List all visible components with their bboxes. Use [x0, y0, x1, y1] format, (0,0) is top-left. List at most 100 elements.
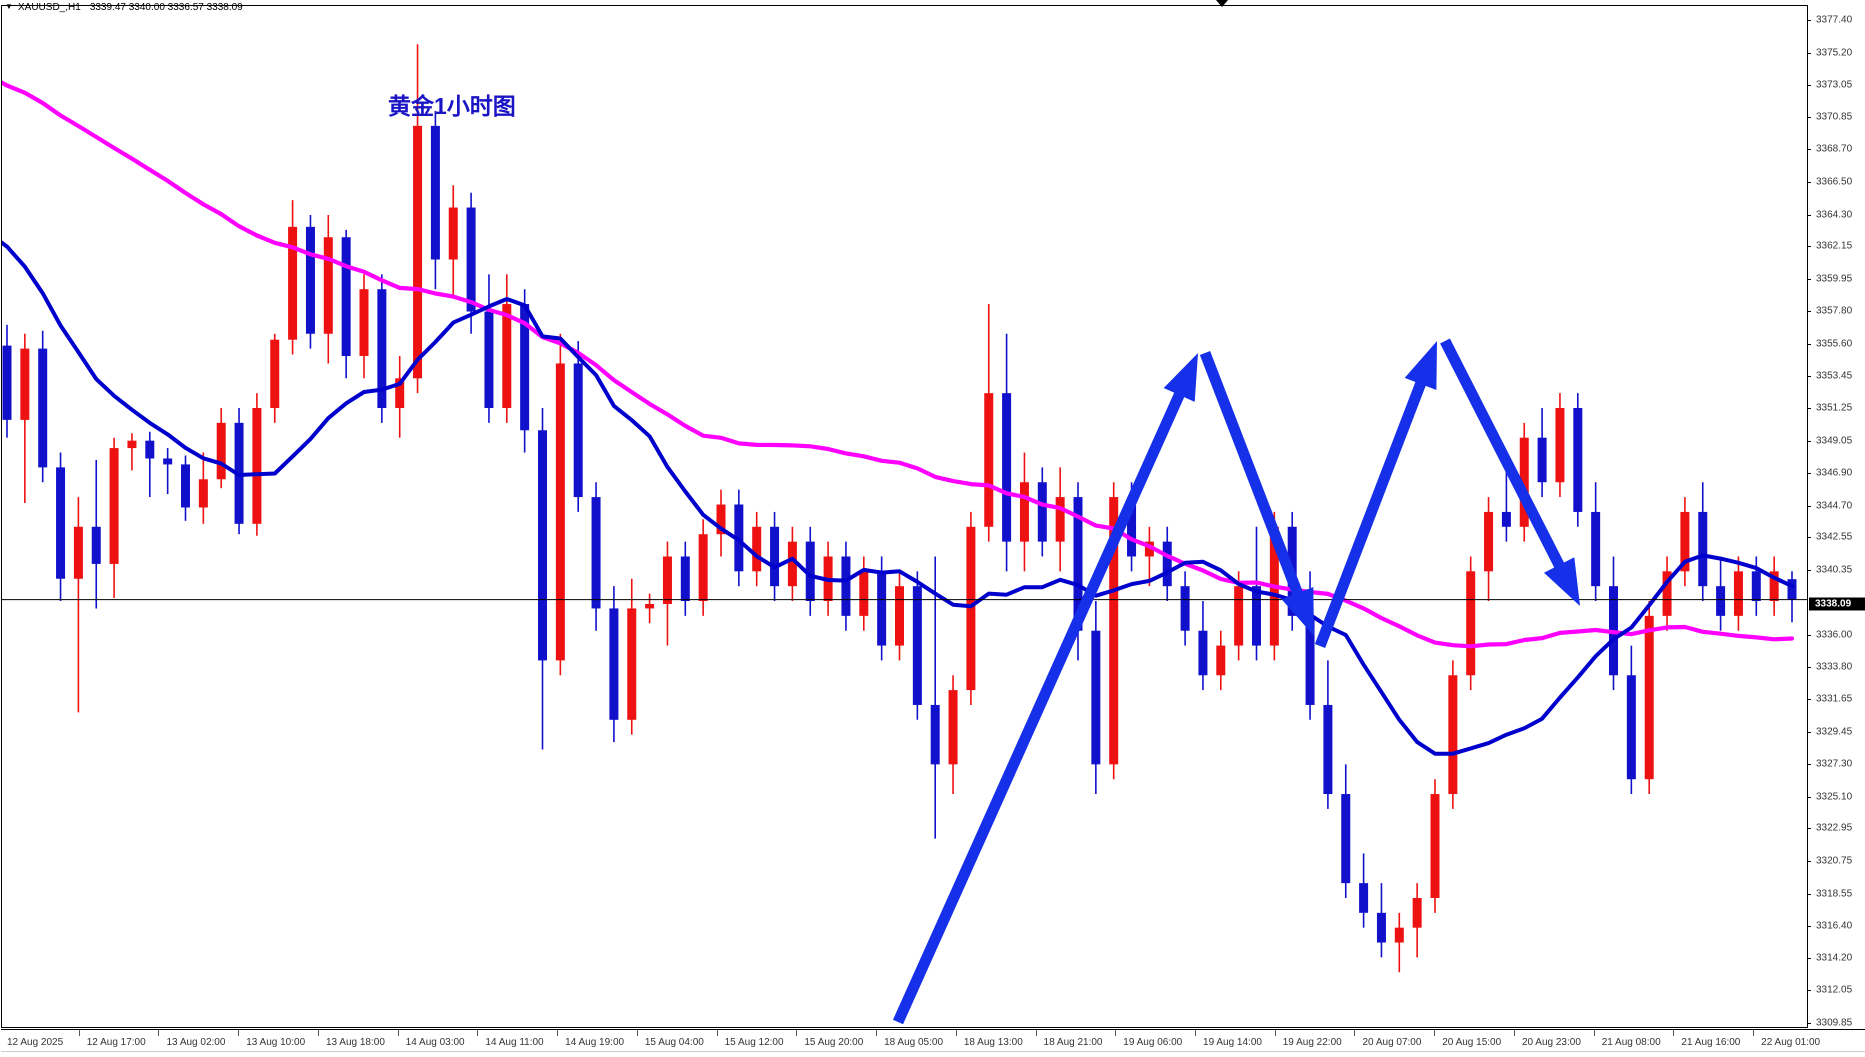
candle-body	[1555, 407, 1565, 483]
symbol-label: XAUUSD_,H1	[18, 1, 81, 13]
price-scale-axis[interactable]: 3377.40 3375.20 3373.05 3370.85 3368.70 3366.…	[1807, 5, 1865, 1029]
price-tick-label: 3346.90	[1816, 467, 1853, 479]
chart-annotation-text: 黄金1小时图	[388, 93, 516, 119]
projection-arrow-up-2-head	[1404, 341, 1437, 390]
candle-body	[109, 448, 119, 564]
time-tick-label: 12 Aug 17:00	[86, 1037, 146, 1048]
candle-body	[359, 289, 369, 357]
candle-body	[1305, 615, 1315, 705]
price-tick-label: 3349.05	[1816, 435, 1853, 447]
price-tick-label: 3320.75	[1816, 855, 1853, 867]
candle-body	[1537, 437, 1547, 483]
price-tick-label: 3309.85	[1816, 1017, 1853, 1029]
candle-body	[538, 430, 547, 661]
candle-body	[341, 237, 351, 357]
ohlc-values: 3339.47 3340.00 3336.57 3338.09	[89, 1, 243, 13]
price-tick-label: 3366.50	[1816, 176, 1853, 188]
time-tick-label: 19 Aug 06:00	[1123, 1037, 1183, 1048]
price-tick-label: 3340.35	[1816, 564, 1853, 576]
time-tick-label: 13 Aug 18:00	[325, 1037, 385, 1048]
price-tick	[1808, 925, 1811, 927]
time-tick-label: 18 Aug 21:00	[1043, 1037, 1103, 1048]
price-tick	[1808, 990, 1811, 992]
time-tick-label: 21 Aug 16:00	[1681, 1037, 1741, 1048]
price-tick	[1808, 343, 1811, 345]
price-tick-label: 3336.00	[1816, 629, 1853, 641]
price-tick-label: 3362.15	[1816, 240, 1853, 252]
time-tick-separator	[636, 1030, 638, 1036]
slow-ma-line	[2, 80, 1795, 649]
projection-arrows-group	[892, 338, 1580, 1025]
candle-body	[1376, 912, 1386, 943]
price-plot-area[interactable]	[1, 5, 1807, 1028]
time-tick-separator	[78, 1030, 80, 1036]
candle-body	[787, 541, 797, 587]
price-tick-label: 3351.25	[1816, 402, 1853, 414]
time-tick-label: 18 Aug 13:00	[963, 1037, 1023, 1048]
time-tick-label: 19 Aug 14:00	[1203, 1037, 1262, 1048]
time-tick-separator	[477, 1030, 479, 1036]
time-tick-label: 19 Aug 22:00	[1282, 1037, 1342, 1048]
price-tick-label: 3375.20	[1816, 47, 1853, 59]
time-tick-separator	[1035, 1030, 1037, 1036]
price-tick-label: 3312.05	[1816, 984, 1853, 996]
price-tick	[1808, 20, 1811, 21]
time-tick-separator	[716, 1030, 718, 1036]
price-tick-label: 3373.05	[1816, 79, 1853, 91]
projection-arrow-up-1-shaft	[892, 380, 1190, 1025]
price-tick	[1808, 763, 1811, 765]
price-tick	[1808, 246, 1811, 248]
candle-body	[1341, 794, 1351, 884]
time-tick-separator	[238, 1030, 240, 1036]
projection-arrow-up-2-shaft	[1314, 369, 1431, 648]
candle-body	[1198, 630, 1208, 676]
price-tick-label: 3342.55	[1816, 531, 1853, 543]
candle-body	[252, 407, 262, 524]
candle-body	[1626, 675, 1636, 780]
price-tick	[1808, 796, 1811, 798]
candle-body	[1644, 615, 1654, 780]
price-tick-label: 3355.60	[1816, 338, 1853, 350]
price-tick	[1808, 1023, 1811, 1024]
time-tick-label: 14 Aug 11:00	[485, 1037, 544, 1048]
candle-body	[1716, 586, 1726, 616]
price-tick-label: 3368.70	[1816, 143, 1853, 155]
projection-arrow-down-2-shaft	[1440, 338, 1570, 579]
chevron-down-icon[interactable]: ▼	[5, 2, 13, 11]
time-tick-label: 14 Aug 19:00	[565, 1037, 625, 1048]
candle-body	[466, 207, 476, 312]
candle-body	[716, 504, 726, 535]
candle-body	[627, 608, 637, 720]
candle-body	[395, 378, 405, 408]
price-tick	[1808, 52, 1811, 54]
candle-body	[591, 497, 601, 609]
candle-body	[305, 226, 315, 334]
time-tick-label: 13 Aug 02:00	[166, 1037, 226, 1048]
time-tick-label: 15 Aug 20:00	[804, 1037, 864, 1048]
time-scale-axis[interactable]: 12 Aug 2025 12 Aug 17:00 13 Aug 02:00 13 Au…	[1, 1029, 1865, 1057]
time-tick-label: 18 Aug 05:00	[884, 1037, 944, 1048]
candle-body	[1466, 571, 1476, 676]
price-tick	[1808, 958, 1811, 960]
candle-body	[1216, 645, 1226, 676]
candles-group	[2, 44, 1797, 973]
candle-body	[1002, 393, 1012, 542]
price-tick	[1808, 440, 1811, 442]
price-tick	[1808, 279, 1811, 281]
time-tick-separator	[1673, 1030, 1675, 1036]
time-tick-label: 20 Aug 15:00	[1442, 1037, 1502, 1048]
price-tick	[1808, 699, 1811, 701]
candle-body	[966, 526, 976, 691]
candle-body	[484, 311, 494, 408]
candle-body	[573, 363, 583, 498]
candle-body	[698, 534, 708, 602]
time-tick-label: 20 Aug 07:00	[1362, 1037, 1422, 1048]
projection-arrow-down-1-head	[1281, 587, 1314, 636]
candle-body	[1144, 541, 1154, 557]
price-tick	[1808, 472, 1811, 474]
candle-body	[1484, 511, 1494, 572]
symbol-ohlc-bar: ▼ XAUUSD_,H1 3339.47 3340.00 3336.57 333…	[0, 0, 1865, 14]
candle-body	[1448, 675, 1458, 795]
candle-body	[1127, 497, 1137, 557]
time-tick-separator	[317, 1030, 319, 1036]
